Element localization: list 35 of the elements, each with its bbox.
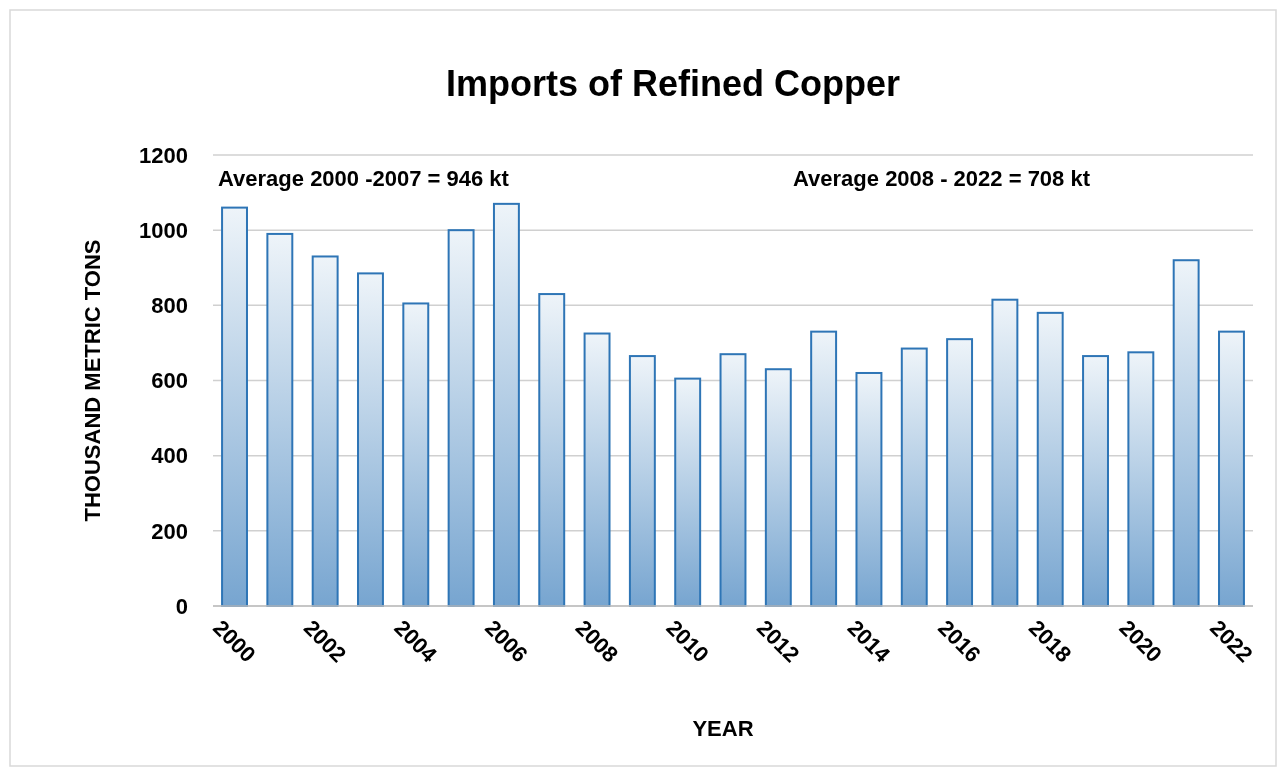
x-axis-title: YEAR <box>692 716 754 741</box>
chart-title: Imports of Refined Copper <box>445 63 901 104</box>
bar <box>538 293 566 607</box>
bar <box>1218 330 1245 607</box>
bar <box>1082 355 1109 607</box>
y-axis-title: THOUSAND METRIC TONS <box>80 239 105 522</box>
annotation: Average 2008 - 2022 = 708 kt <box>793 166 1091 191</box>
bar <box>1036 311 1064 607</box>
bar <box>810 330 838 607</box>
bar <box>900 347 928 607</box>
bar <box>1127 351 1155 607</box>
y-tick-label: 600 <box>151 368 188 394</box>
y-tick-label: 400 <box>151 443 188 469</box>
annotation: Average 2000 -2007 = 946 kt <box>218 166 510 191</box>
y-tick-label: 1200 <box>139 142 188 168</box>
bar <box>1172 259 1200 607</box>
y-tick-label: 200 <box>151 518 188 544</box>
bar <box>991 298 1019 607</box>
bar <box>946 338 974 607</box>
bar <box>719 353 747 607</box>
bar <box>855 371 883 607</box>
y-tick-label: 1000 <box>139 217 188 243</box>
bar <box>221 206 248 607</box>
bar <box>583 332 611 607</box>
bar <box>764 368 792 607</box>
bar <box>266 232 294 607</box>
bar <box>402 302 430 607</box>
bar <box>674 377 702 607</box>
bar <box>311 255 339 607</box>
bar <box>492 202 520 607</box>
bar <box>447 229 475 607</box>
y-tick-label: 800 <box>151 293 188 319</box>
y-tick-label: 0 <box>175 593 188 619</box>
bar <box>628 355 656 607</box>
bar <box>357 272 384 607</box>
